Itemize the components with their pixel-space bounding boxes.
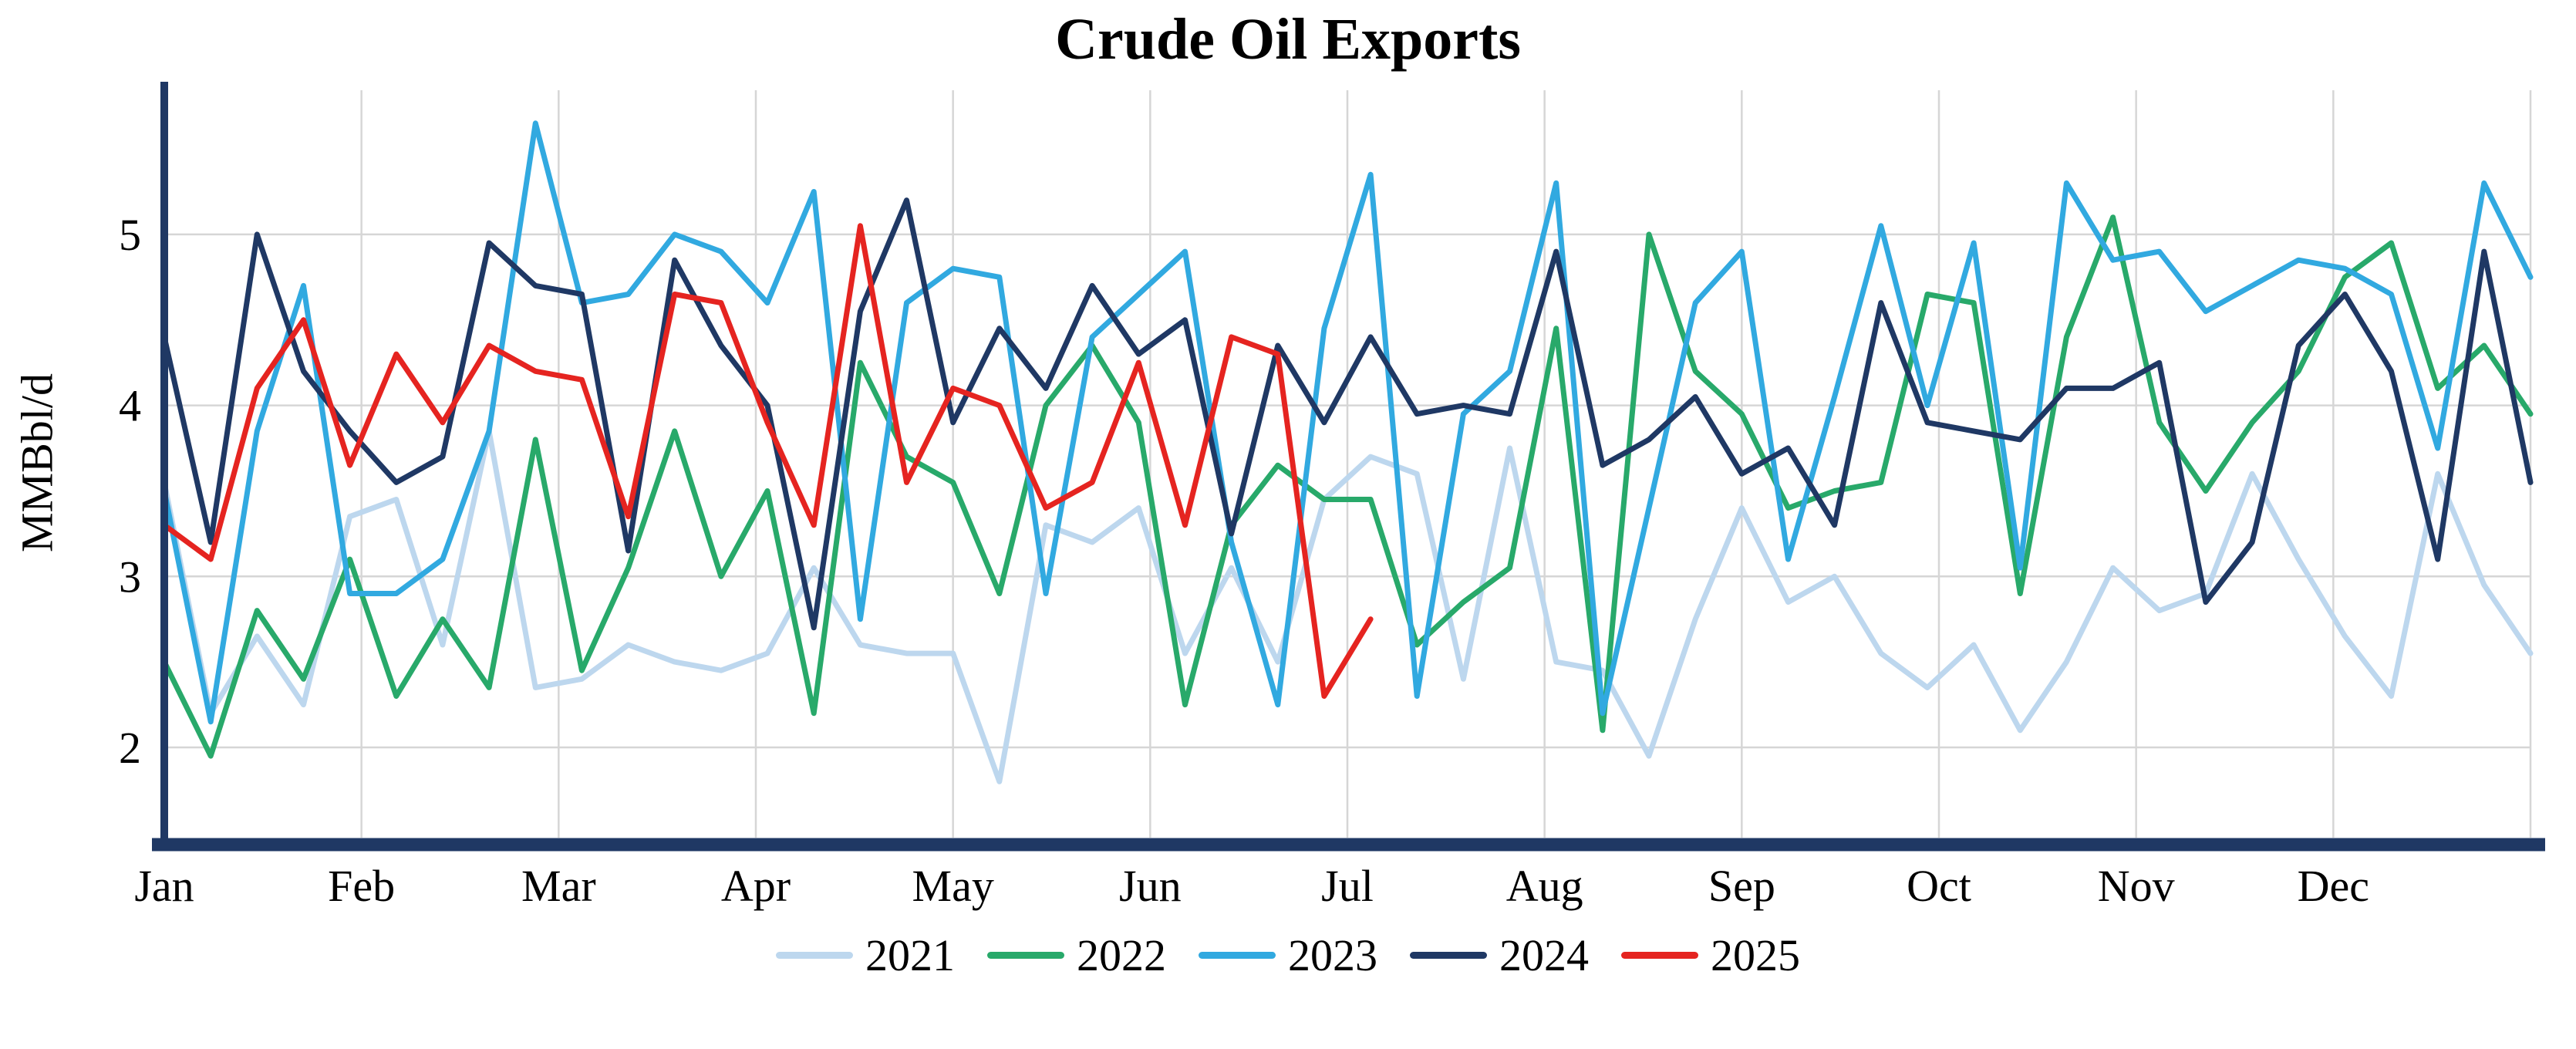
- series-line-2024: [161, 197, 2534, 631]
- y-tick-label: 5: [119, 210, 141, 260]
- x-tick-label-may: May: [912, 861, 994, 911]
- x-tick-label-aug: Aug: [1506, 861, 1583, 911]
- x-tick-label-feb: Feb: [328, 861, 395, 911]
- y-tick-label: 2: [119, 723, 141, 773]
- x-tick-label-nov: Nov: [2098, 861, 2175, 911]
- legend: 2021 2022 2023 2024 2025: [0, 929, 2576, 981]
- series-line-2021: [161, 428, 2534, 784]
- legend-label: 2023: [1288, 930, 1377, 980]
- series-line-2025: [161, 223, 1374, 699]
- legend-line-swatch: [1621, 952, 1698, 959]
- legend-label: 2024: [1499, 930, 1589, 980]
- legend-item-2021: 2021: [776, 929, 955, 981]
- x-tick-label-oct: Oct: [1907, 861, 1971, 911]
- series-line-2023: [161, 120, 2534, 725]
- chart-title: Crude Oil Exports: [1055, 7, 1521, 72]
- y-tick-label: 4: [119, 381, 141, 431]
- x-tick-label-mar: Mar: [521, 861, 596, 911]
- x-tick-label-sep: Sep: [1708, 861, 1775, 911]
- legend-item-2025: 2025: [1621, 929, 1800, 981]
- x-tick-label-jan: Jan: [134, 861, 194, 911]
- legend-label: 2025: [1711, 930, 1800, 980]
- y-tick-label: 3: [119, 551, 141, 602]
- legend-label: 2021: [865, 930, 955, 980]
- legend-label: 2022: [1077, 930, 1166, 980]
- legend-item-2022: 2022: [987, 929, 1166, 981]
- legend-line-swatch: [1410, 952, 1487, 959]
- legend-line-swatch: [1199, 952, 1276, 959]
- x-tick-label-dec: Dec: [2298, 861, 2369, 911]
- legend-line-swatch: [987, 952, 1064, 959]
- x-tick-label-jul: Jul: [1321, 861, 1374, 911]
- legend-item-2024: 2024: [1410, 929, 1589, 981]
- legend-line-swatch: [776, 952, 853, 959]
- legend-item-2023: 2023: [1199, 929, 1377, 981]
- series-line-2022: [161, 214, 2534, 759]
- x-tick-label-jun: Jun: [1119, 861, 1182, 911]
- x-tick-label-apr: Apr: [721, 861, 791, 911]
